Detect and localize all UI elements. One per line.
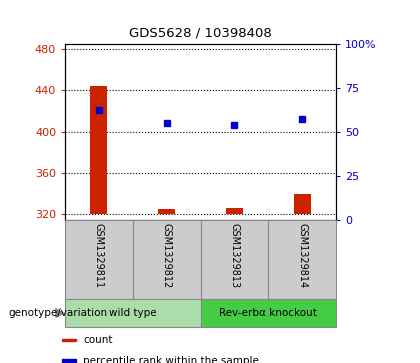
Text: percentile rank within the sample: percentile rank within the sample [83, 356, 259, 363]
Bar [90, 86, 108, 215]
Text: GSM1329813: GSM1329813 [229, 223, 239, 288]
Text: genotype/variation: genotype/variation [8, 308, 108, 318]
Bar [65, 220, 133, 299]
Bar [62, 359, 76, 362]
Bar [268, 220, 336, 299]
Text: count: count [83, 335, 113, 345]
Text: GSM1329814: GSM1329814 [297, 223, 307, 288]
Bar [226, 208, 243, 215]
Bar [133, 220, 201, 299]
Bar [294, 194, 311, 215]
Bar [201, 299, 336, 327]
Text: GSM1329811: GSM1329811 [94, 223, 104, 288]
Text: wild type: wild type [109, 308, 157, 318]
Text: Rev-erbα knockout: Rev-erbα knockout [219, 308, 317, 318]
Bar [201, 220, 268, 299]
Bar [158, 209, 175, 215]
Bar [62, 339, 76, 341]
Bar [65, 299, 201, 327]
Text: GSM1329812: GSM1329812 [162, 223, 172, 288]
Title: GDS5628 / 10398408: GDS5628 / 10398408 [129, 26, 272, 40]
